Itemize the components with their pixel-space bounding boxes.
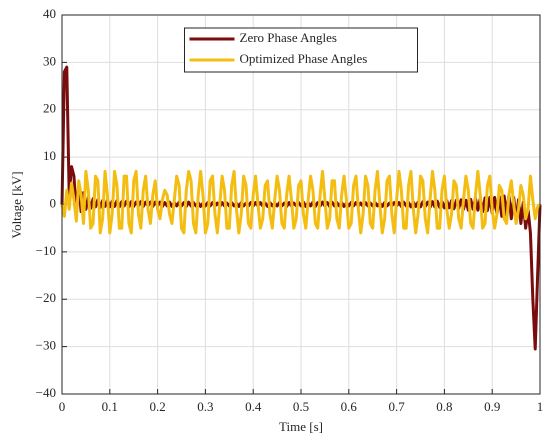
x-tick-label: 0.6	[341, 399, 358, 414]
x-tick-label: 0.2	[149, 399, 165, 414]
x-tick-label: 0.5	[293, 399, 309, 414]
y-tick-label: 0	[50, 195, 57, 210]
y-tick-label: −30	[36, 338, 56, 353]
x-axis-label: Time [s]	[279, 419, 323, 434]
x-tick-label: 0.4	[245, 399, 262, 414]
y-tick-label: 10	[43, 148, 56, 163]
y-axis-label: Voltage [kV]	[9, 171, 24, 238]
y-tick-label: 40	[43, 6, 56, 21]
y-tick-label: −20	[36, 290, 56, 305]
x-tick-label: 0.3	[197, 399, 213, 414]
x-tick-label: 1	[537, 399, 544, 414]
x-tick-label: 0.9	[484, 399, 500, 414]
x-tick-label: 0.8	[436, 399, 452, 414]
x-tick-label: 0	[59, 399, 66, 414]
legend-label: Optimized Phase Angles	[240, 51, 368, 66]
axes-box	[61, 14, 541, 395]
data-line	[60, 169, 542, 235]
legend-box	[184, 27, 418, 73]
y-tick-label: 30	[43, 53, 56, 68]
legend-label: Zero Phase Angles	[240, 30, 337, 45]
y-tick-label: −40	[36, 385, 56, 400]
x-tick-label: 0.7	[388, 399, 405, 414]
x-tick-label: 0.1	[102, 399, 118, 414]
y-tick-label: −10	[36, 243, 56, 258]
y-tick-label: 20	[43, 101, 56, 116]
